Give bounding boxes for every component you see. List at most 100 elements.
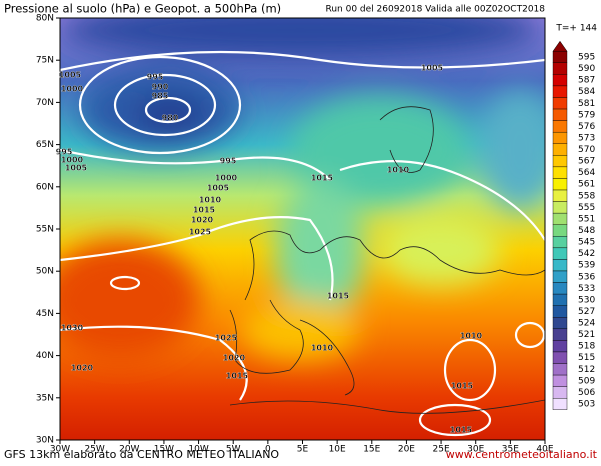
lon-label: 15E <box>363 445 380 455</box>
isobar-label: 1020 <box>191 216 214 225</box>
colorbar-swatch <box>552 351 568 364</box>
lon-label: 30E <box>467 445 484 455</box>
colorbar-label: 521 <box>578 330 595 340</box>
isobar-label: 1010 <box>311 344 334 353</box>
colorbar-label: 587 <box>578 76 595 86</box>
colorbar-swatch <box>552 166 568 179</box>
colorbar-swatch <box>552 259 568 272</box>
lon-label: 25E <box>433 445 450 455</box>
colorbar-swatch <box>552 178 568 191</box>
colorbar-swatch <box>552 317 568 330</box>
isobar-label: 980 <box>162 114 179 123</box>
lat-label: 65N <box>36 140 54 150</box>
colorbar-label: 564 <box>578 168 595 178</box>
isobar-label: 1020 <box>71 364 94 373</box>
isobar-label: 1015 <box>451 382 474 391</box>
colorbar-label: 536 <box>578 272 595 282</box>
colorbar-swatch <box>552 155 568 168</box>
colorbar-label: 542 <box>578 249 595 259</box>
colorbar-swatch <box>552 74 568 87</box>
colorbar-label: 539 <box>578 261 595 271</box>
colorbar-label: 579 <box>578 110 595 120</box>
colorbar-swatch <box>552 328 568 341</box>
colorbar-label: 590 <box>578 64 595 74</box>
colorbar-swatch <box>552 108 568 121</box>
colorbar-label: 515 <box>578 353 595 363</box>
colorbar-swatch <box>552 201 568 214</box>
colorbar-label: 518 <box>578 342 595 352</box>
colorbar-label: 555 <box>578 203 595 213</box>
isobar-label: 1005 <box>59 71 82 80</box>
colorbar-swatch <box>552 212 568 225</box>
colorbar-label: 530 <box>578 295 595 305</box>
colorbar-swatch <box>552 62 568 75</box>
colorbar-swatch <box>552 340 568 353</box>
colorbar-label: 570 <box>578 145 595 155</box>
colorbar-swatch <box>552 224 568 237</box>
lon-label: 30W <box>50 445 70 455</box>
map-title: Pressione al suolo (hPa) e Geopot. a 500… <box>4 2 281 16</box>
colorbar-swatch <box>552 386 568 399</box>
coastlines <box>229 106 545 414</box>
isobar-label: 985 <box>152 92 169 101</box>
colorbar-swatch <box>552 131 568 144</box>
isobar-label: 1020 <box>223 354 246 363</box>
lat-label: 60N <box>36 182 54 192</box>
run-info: Run 00 del 26092018 Valida alle 00Z02OCT… <box>325 5 545 15</box>
isobar-label: 995 <box>220 157 237 166</box>
lat-label: 70N <box>36 98 54 108</box>
isobar-label: 1005 <box>65 164 88 173</box>
isobar-label: 1015 <box>193 206 216 215</box>
colorbar-label: 524 <box>578 319 595 329</box>
lead-time: T=+ 144 <box>555 24 597 34</box>
colorbar-swatch <box>552 143 568 156</box>
colorbar-swatch <box>552 270 568 283</box>
isobars <box>60 50 545 437</box>
lat-label: 40N <box>36 351 54 361</box>
lat-label: 50N <box>36 267 54 277</box>
lon-label: 25W <box>84 445 104 455</box>
colorbar-label: 506 <box>578 388 595 398</box>
lat-label: 30N <box>36 436 54 446</box>
lon-label: 40E <box>536 445 553 455</box>
map-area <box>60 18 545 440</box>
colorbar-swatch <box>552 374 568 387</box>
lon-label: 35E <box>502 445 519 455</box>
colorbar-swatch <box>552 236 568 249</box>
lon-label: 5E <box>297 445 309 455</box>
lat-label: 45N <box>36 309 54 319</box>
isobar-label: 1015 <box>226 372 249 381</box>
isobar-label: 995 <box>56 148 73 157</box>
colorbar-label: 551 <box>578 214 595 224</box>
colorbar-swatch <box>552 120 568 133</box>
lat-label: 35N <box>36 393 54 403</box>
colorbar-arrow <box>552 40 568 52</box>
lon-label: 15W <box>154 445 174 455</box>
colorbar-swatch <box>552 363 568 376</box>
isobar-label: 1015 <box>327 292 350 301</box>
colorbar-swatch <box>552 247 568 260</box>
lon-label: 10E <box>329 445 346 455</box>
isobar-label: 1015 <box>311 174 334 183</box>
colorbar-label: 581 <box>578 99 595 109</box>
lat-label: 80N <box>36 14 54 24</box>
lat-label: 55N <box>36 225 54 235</box>
colorbar-label: 584 <box>578 87 595 97</box>
lon-label: 10W <box>188 445 208 455</box>
lon-label: 5W <box>226 445 241 455</box>
colorbar-label: 573 <box>578 133 595 143</box>
isobar-label: 1000 <box>61 156 84 165</box>
isobar-label: 1025 <box>215 334 238 343</box>
isobar-label: 1005 <box>207 184 230 193</box>
isobar-label: 1000 <box>61 85 84 94</box>
lon-label: 0 <box>265 445 271 455</box>
colorbar-swatch <box>552 305 568 318</box>
isobar-label: 1005 <box>421 64 444 73</box>
colorbar-swatch <box>552 85 568 98</box>
lon-label: 20W <box>119 445 139 455</box>
height-field <box>60 18 545 360</box>
isobar-label: 990 <box>152 83 169 92</box>
isobar-label: 1010 <box>460 332 483 341</box>
colorbar-swatch <box>552 293 568 306</box>
